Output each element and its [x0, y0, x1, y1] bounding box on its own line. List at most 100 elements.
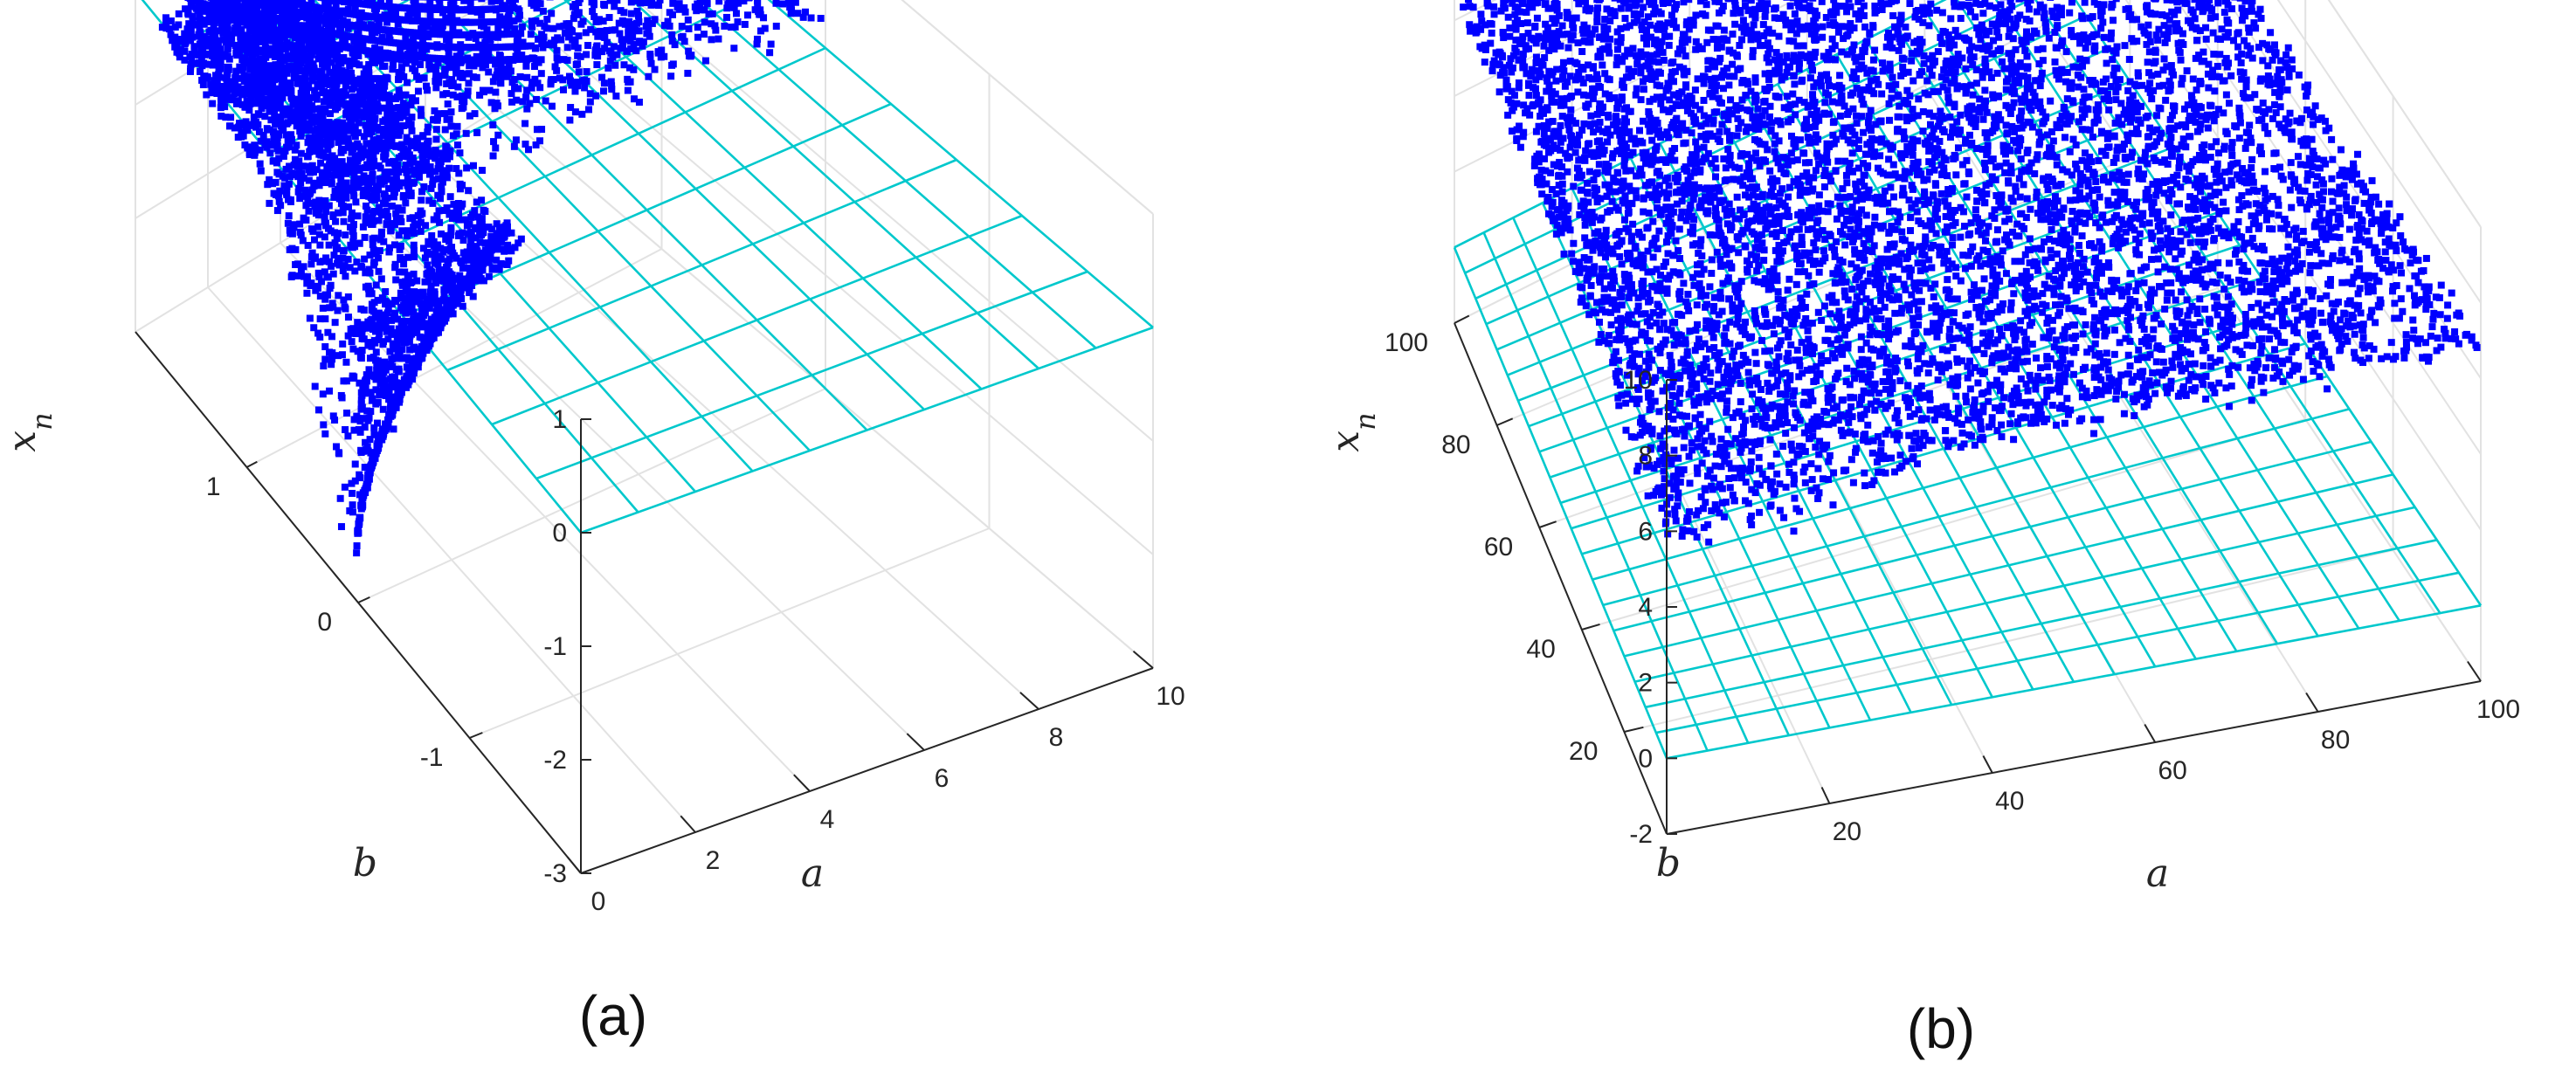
- scatter-point: [424, 86, 432, 94]
- scatter-point: [349, 93, 357, 100]
- scatter-point: [496, 52, 504, 60]
- scatter-point: [779, 0, 787, 8]
- scatter-point: [557, 36, 565, 44]
- scatter-point: [348, 148, 356, 156]
- plane-gridline: [357, 46, 826, 264]
- scatter-point: [620, 61, 628, 69]
- scatter-point: [371, 59, 379, 66]
- scatter-point: [728, 24, 736, 31]
- scatter-point: [542, 97, 549, 105]
- scatter-point: [419, 36, 427, 44]
- scatter-point: [756, 27, 764, 35]
- scatter-point: [494, 102, 501, 110]
- scatter-point: [705, 10, 713, 18]
- scatter-point: [508, 98, 516, 106]
- scatter-point: [295, 157, 303, 165]
- scatter-point: [297, 266, 305, 274]
- scatter-point: [634, 11, 642, 19]
- scatter-point: [671, 41, 679, 49]
- scatter-point: [371, 45, 379, 52]
- scatter-point: [427, 184, 435, 192]
- scatter-point: [654, 48, 662, 56]
- scatter-point: [735, 0, 742, 7]
- scatter-point: [617, 7, 625, 15]
- scatter-point: [300, 175, 307, 183]
- scatter-point: [532, 95, 540, 103]
- scatter-point: [753, 40, 761, 48]
- scatter-point: [356, 75, 364, 83]
- backwall-gridline: [135, 0, 308, 106]
- scatter-point: [448, 13, 456, 21]
- scatter-point: [575, 68, 583, 76]
- scatter-point: [550, 36, 558, 44]
- scatter-point: [635, 98, 643, 106]
- scatter-point: [684, 16, 692, 24]
- scatter-point: [508, 79, 516, 86]
- scatter-point: [627, 0, 635, 6]
- scatter-point: [563, 20, 570, 28]
- scatter-point: [660, 22, 668, 30]
- scatter-point: [533, 0, 541, 3]
- scatter-point: [788, 7, 796, 15]
- scatter-point: [415, 173, 423, 181]
- scatter-point: [618, 36, 625, 44]
- scatter-point: [431, 107, 439, 114]
- scatter-point: [685, 52, 693, 59]
- scatter-point: [224, 15, 231, 23]
- scatter-point: [605, 14, 613, 22]
- scatter-point: [414, 87, 422, 95]
- scatter-point: [525, 146, 533, 154]
- scatter-point: [327, 10, 335, 18]
- scatter-point: [530, 55, 538, 63]
- scatter-point: [523, 86, 531, 94]
- scatter-point: [441, 72, 449, 79]
- scatter-point: [339, 77, 347, 85]
- scatter-point: [466, 0, 474, 8]
- scatter-point: [459, 97, 466, 105]
- scatter-point: [486, 86, 494, 94]
- scatter-point: [378, 33, 386, 41]
- scatter-point: [415, 75, 423, 83]
- scatter-point: [743, 11, 751, 19]
- scatter-point: [508, 90, 515, 98]
- scatter-point: [433, 116, 441, 124]
- scatter-point: [297, 89, 305, 97]
- scatter-point: [465, 79, 473, 87]
- scatter-point: [392, 210, 400, 217]
- scatter-point: [489, 78, 497, 86]
- scatter-point: [442, 147, 450, 155]
- scatter-point: [618, 42, 626, 50]
- scatter-point: [516, 72, 524, 80]
- scatter-point: [424, 23, 432, 31]
- scatter-point: [261, 53, 269, 61]
- scatter-point: [590, 1, 598, 9]
- scatter-point: [473, 73, 480, 81]
- scatter-point: [539, 36, 547, 44]
- scatter-point: [423, 82, 431, 90]
- scatter-point: [501, 72, 509, 79]
- scatter-point: [452, 62, 460, 70]
- scatter-point: [578, 110, 586, 118]
- scatter-point: [354, 326, 362, 334]
- scatter-point: [551, 63, 559, 71]
- scatter-point: [729, 0, 737, 2]
- scatter-point: [445, 164, 453, 172]
- scatter-point: [560, 86, 568, 93]
- plane-gridline: [767, 0, 1154, 328]
- scatter-point: [404, 175, 411, 183]
- scatter-point: [395, 76, 403, 84]
- scatter-point: [395, 90, 403, 98]
- scatter-point: [397, 45, 404, 53]
- plane-gridline: [630, 0, 1039, 369]
- scatter-point: [724, 1, 732, 9]
- scatter-point: [426, 12, 434, 20]
- scatter-point: [464, 87, 472, 95]
- scatter-point: [421, 167, 429, 175]
- scatter-point: [432, 135, 440, 143]
- scatter-point: [528, 17, 535, 25]
- scatter-point: [536, 137, 544, 145]
- scatter-point: [368, 342, 376, 350]
- scatter-point: [586, 90, 594, 98]
- scatter-point: [694, 24, 701, 31]
- scatter-point: [355, 30, 363, 38]
